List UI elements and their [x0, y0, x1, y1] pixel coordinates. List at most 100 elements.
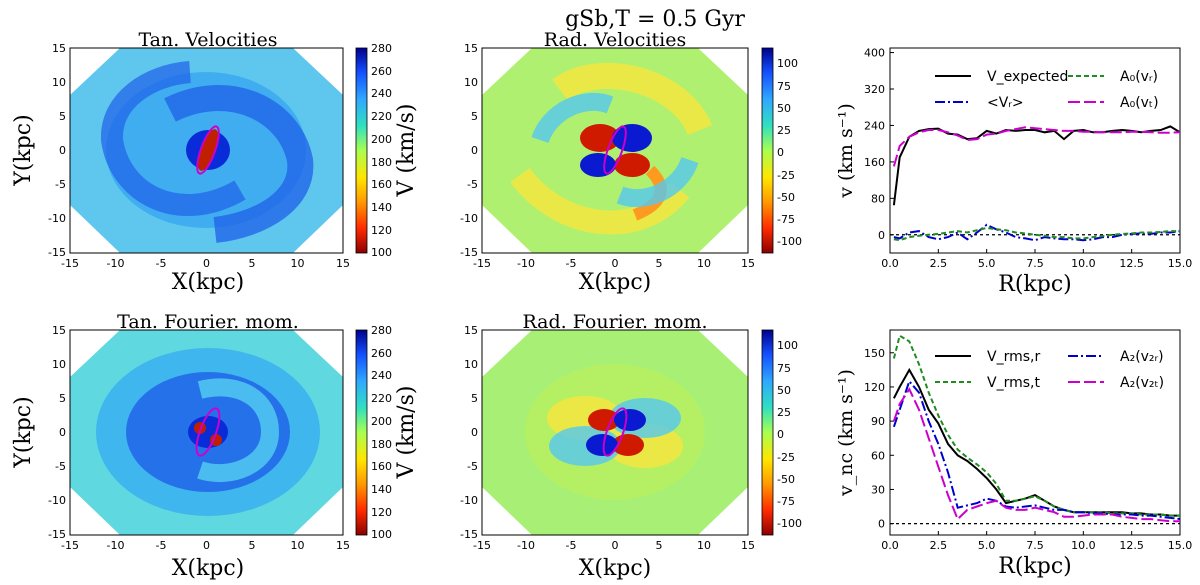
x-tick-label: 10: [697, 257, 711, 270]
x-tick-label: 0: [203, 539, 210, 552]
tan-velocities-panel: Tan. Velocities -15 -10 -5 0 5 10 15 15 …: [11, 29, 419, 295]
x-tick-label: -5: [156, 539, 167, 552]
legend-label: V_rms,t: [987, 375, 1040, 391]
x-tick-label: -10: [107, 257, 125, 270]
red-lobe: [614, 153, 650, 177]
colorbar-tick: 50: [777, 384, 791, 397]
series-line: [892, 387, 1180, 523]
rad-fourier-panel: Rad. Fourier. mom. -15 -10 -5 0 5 10 15: [460, 311, 802, 581]
x-tick-label: 2.5: [930, 539, 948, 552]
blue-arm-1: [531, 92, 614, 144]
colorbar-tick: 0: [777, 428, 784, 441]
colorbar: [355, 329, 368, 536]
x-tick-label: 10.0: [1071, 539, 1096, 552]
bar-ellipse: [603, 125, 627, 175]
colorbar-tick: 180: [371, 156, 392, 169]
colorbar-tick: -25: [777, 169, 795, 182]
tan-velocities-title: Tan. Velocities: [138, 29, 277, 51]
colorbar-tick: 75: [777, 362, 791, 375]
y-tick-label: 5: [471, 392, 478, 405]
rad-velocities-panel: Rad. Velocities -15 -10 -5 0 5 10 15 15: [460, 29, 802, 295]
axes-frame: [481, 329, 749, 536]
x-tick-label: 0.0: [881, 257, 899, 270]
x-tick-label: 0.0: [881, 539, 899, 552]
y-tick-label: -10: [460, 494, 478, 507]
colorbar-tick: 140: [371, 201, 392, 214]
colorbar-tick: 120: [371, 224, 392, 237]
x-tick-label: 5: [656, 539, 663, 552]
x-tick-label: 0: [612, 539, 619, 552]
rad-velocities-title: Rad. Velocities: [544, 29, 686, 51]
colorbar-tick: -25: [777, 451, 795, 464]
y-tick-label: -10: [48, 494, 66, 507]
y-tick-label: 15: [464, 324, 478, 337]
colorbar: [355, 47, 368, 254]
colorbar: [761, 47, 774, 254]
x-tick-label: 15: [741, 257, 755, 270]
x-axis-label: X(kpc): [172, 556, 245, 581]
colorbar-tick: 240: [371, 369, 392, 382]
x-tick-label: 15: [336, 539, 350, 552]
axes-frame: [69, 47, 344, 254]
colorbar-ticks: 280 260 240 220 200 180 160 140 120 100: [371, 42, 392, 259]
legend-label: V_rms,r: [987, 349, 1040, 365]
y-tick-label: 150: [864, 347, 885, 360]
x-tick-label: 0: [612, 257, 619, 270]
colorbar-tick: 160: [371, 178, 392, 191]
y-ticks: 15 10 5 0 -5 -10 -15: [48, 324, 66, 541]
x-tick-label: 10: [291, 539, 305, 552]
x-tick-label: -15: [61, 257, 79, 270]
x-ticks: -15 -10 -5 0 5 10 15: [61, 539, 350, 552]
y-tick-label: -10: [48, 212, 66, 225]
figure-title: gSb,T = 0.5 Gyr: [565, 7, 745, 32]
series-line: [893, 226, 1180, 242]
x-tick-label: 0: [203, 257, 210, 270]
colorbar-tick: 120: [371, 506, 392, 519]
colorbar-ticks: 280 260 240 220 200 180 160 140 120 100: [371, 324, 392, 541]
y-tick-label: 5: [59, 392, 66, 405]
x-axis-label: R(kpc): [998, 272, 1071, 297]
series-line: [892, 126, 1181, 167]
colorbar-tick: 200: [371, 415, 392, 428]
y-tick-label: 15: [52, 42, 66, 55]
x-tick-label: -5: [156, 257, 167, 270]
x-axis-label: X(kpc): [172, 270, 245, 295]
x-tick-label: 10.0: [1071, 257, 1096, 270]
bar-ellipse: [602, 407, 628, 457]
y-tick-label: 10: [464, 76, 478, 89]
colorbar-tick: 200: [371, 133, 392, 146]
y-axis-label: v_nc (km s⁻¹): [835, 369, 857, 497]
y-tick-label: 120: [864, 381, 885, 394]
y-tick-label: 10: [464, 358, 478, 371]
colorbar-tick: 0: [777, 146, 784, 159]
series-line: [892, 125, 1181, 206]
x-tick-label: -15: [473, 539, 491, 552]
y-ticks: 15 10 5 0 -5 -10 -15: [48, 42, 66, 259]
colorbar-tick: 260: [371, 65, 392, 78]
legend-label: V_expected: [987, 69, 1068, 85]
x-tick-label: -10: [517, 539, 535, 552]
axes-frame: [69, 329, 344, 536]
x-tick-label: 7.5: [1026, 539, 1044, 552]
blue-lobe: [614, 409, 646, 431]
x-tick-label: 12.5: [1119, 539, 1144, 552]
colorbar: [761, 329, 774, 536]
colorbar-tick: 100: [777, 339, 798, 352]
colorbar-tick: -75: [777, 213, 795, 226]
x-ticks: -15 -10 -5 0 5 10 15: [473, 257, 755, 270]
spiral-arm-2: [101, 61, 246, 217]
x-tick-label: 10: [291, 257, 305, 270]
colorbar-tick: 100: [371, 246, 392, 259]
x-tick-label: 5.0: [978, 257, 996, 270]
y-tick-label: 160: [864, 156, 885, 169]
y-tick-label: 0: [471, 144, 478, 157]
colorbar-tick: 180: [371, 438, 392, 451]
colorbar-tick: 100: [371, 528, 392, 541]
series-line: [892, 379, 1181, 521]
x-ticks: -15 -10 -5 0 5 10 15: [61, 257, 350, 270]
x-tick-label: 15: [336, 257, 350, 270]
x-tick-label: 2.5: [930, 257, 948, 270]
bar-ellipse: [196, 125, 220, 175]
y-ticks: 15 10 5 0 -5 -10 -15: [460, 42, 478, 259]
colorbar-tick: -75: [777, 495, 795, 508]
